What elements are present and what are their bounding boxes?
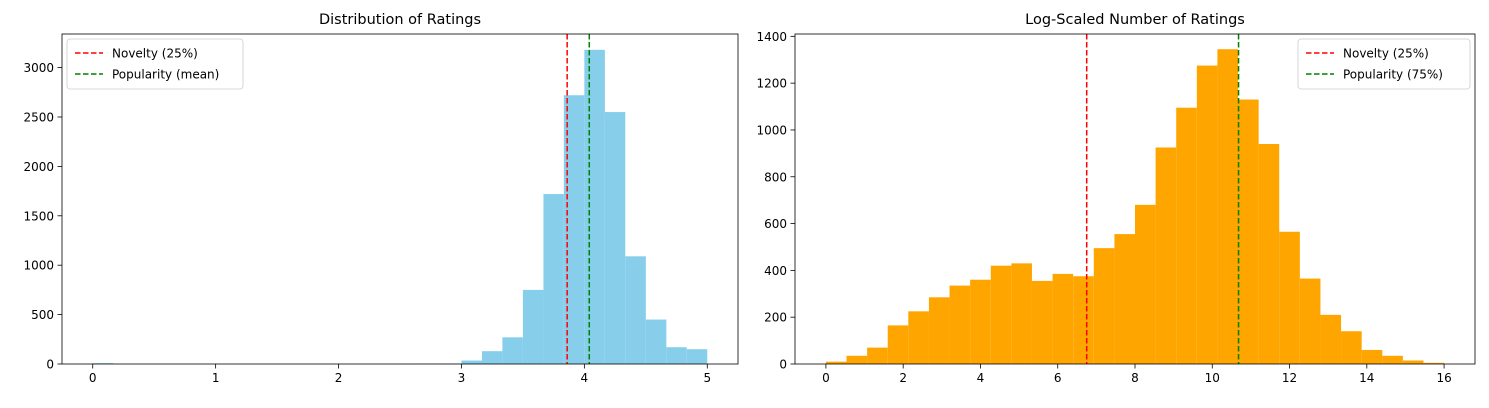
histogram-bar	[949, 285, 971, 364]
legend-label: Novelty (25%)	[112, 47, 198, 61]
histogram-bar	[625, 256, 646, 364]
histogram-bar	[1299, 278, 1321, 364]
histogram-bar	[1176, 107, 1197, 365]
y-tick-label: 200	[764, 311, 787, 325]
histogram-bar	[502, 337, 523, 364]
legend-box	[66, 38, 244, 90]
histogram-bar	[1031, 280, 1053, 364]
y-tick-label: 600	[764, 217, 787, 231]
histogram-bar	[846, 355, 868, 364]
x-tick-label: 2	[335, 371, 343, 385]
histogram-bar	[1114, 234, 1135, 364]
histogram-bar	[1341, 331, 1362, 364]
x-tick-label: 4	[977, 371, 985, 385]
histogram-bar	[1135, 204, 1156, 364]
y-tick-label: 400	[764, 264, 787, 278]
x-tick-label: 0	[822, 371, 830, 385]
x-tick-label: 6	[1054, 371, 1062, 385]
x-tick-label: 0	[89, 371, 97, 385]
histogram-bar	[1258, 144, 1280, 364]
histogram-bar	[990, 265, 1012, 364]
histogram-bar	[1320, 314, 1342, 364]
x-tick-label: 3	[458, 371, 466, 385]
histogram-bar	[825, 361, 847, 364]
histogram-bar	[867, 347, 888, 364]
histogram-bar	[1361, 349, 1383, 364]
chart-title: Distribution of Ratings	[319, 12, 481, 28]
histogram-bar	[887, 325, 909, 364]
y-tick-label: 800	[764, 170, 787, 184]
y-tick-label: 0	[46, 358, 54, 372]
legend-label: Popularity (mean)	[112, 68, 219, 82]
legend: Novelty (25%) Popularity (75%)	[1297, 38, 1471, 90]
histogram-bar	[1238, 99, 1259, 364]
chart-panel-2: 0 2 4 6 8 10 12 14 16 0 200 400 600 800 1000 1200 1400 Lo…	[756, 12, 1476, 385]
y-tick-label: 2500	[23, 110, 54, 124]
histogram-bar	[461, 360, 482, 364]
y-tick-label: 1400	[756, 30, 787, 44]
legend: Novelty (25%) Popularity (mean)	[66, 38, 244, 90]
histogram-bar	[928, 297, 950, 364]
histogram-bar	[563, 95, 585, 365]
chart-panel-1: 0 1 2 3 4 5 0 500 1000 1500 2000 2500 3000 Distributi…	[23, 12, 739, 385]
x-tick-label: 12	[1282, 371, 1297, 385]
legend-box	[1297, 38, 1471, 90]
histogram-bar	[970, 279, 991, 364]
x-tick-label: 5	[703, 371, 711, 385]
histogram-bar	[1073, 276, 1094, 364]
x-tick-label: 8	[1131, 371, 1139, 385]
histogram-bar	[1279, 231, 1300, 364]
legend-label: Novelty (25%)	[1343, 47, 1429, 61]
histogram-bar	[1217, 49, 1239, 364]
x-tick-label: 4	[581, 371, 589, 385]
y-tick-label: 1200	[756, 77, 787, 91]
histogram-bar	[604, 112, 626, 364]
histogram-bar	[645, 319, 667, 364]
legend-label: Popularity (75%)	[1343, 68, 1443, 82]
histogram-bar	[1052, 273, 1074, 364]
plot-frame	[61, 33, 739, 365]
y-tick-label: 0	[779, 358, 787, 372]
x-tick-label: 14	[1359, 371, 1374, 385]
histogram-bar	[1155, 147, 1177, 364]
histogram-bar	[584, 49, 605, 365]
histogram-bar	[543, 194, 564, 364]
histogram-bar	[1011, 263, 1032, 364]
x-tick-label: 16	[1436, 371, 1451, 385]
y-tick-label: 500	[31, 308, 54, 322]
x-tick-label: 10	[1205, 371, 1220, 385]
y-tick-label: 3000	[23, 61, 54, 75]
histogram-bar	[908, 311, 929, 364]
histogram-bar	[522, 289, 544, 364]
y-tick-label: 1000	[756, 123, 787, 137]
histogram-bar	[1196, 65, 1218, 365]
histogram-bar	[1402, 360, 1424, 364]
histogram-bar	[1093, 248, 1115, 364]
y-tick-label: 1500	[23, 209, 54, 223]
y-tick-label: 2000	[23, 160, 54, 174]
histogram-bar	[481, 351, 503, 364]
histogram-bar	[686, 349, 708, 364]
y-tick-label: 1000	[23, 259, 54, 273]
histogram-bar	[1382, 355, 1403, 364]
chart-title: Log-Scaled Number of Ratings	[1025, 12, 1245, 28]
histogram-bar	[1423, 362, 1445, 364]
x-tick-label: 1	[212, 371, 220, 385]
x-tick-label: 2	[899, 371, 907, 385]
histogram-bar	[666, 347, 687, 364]
